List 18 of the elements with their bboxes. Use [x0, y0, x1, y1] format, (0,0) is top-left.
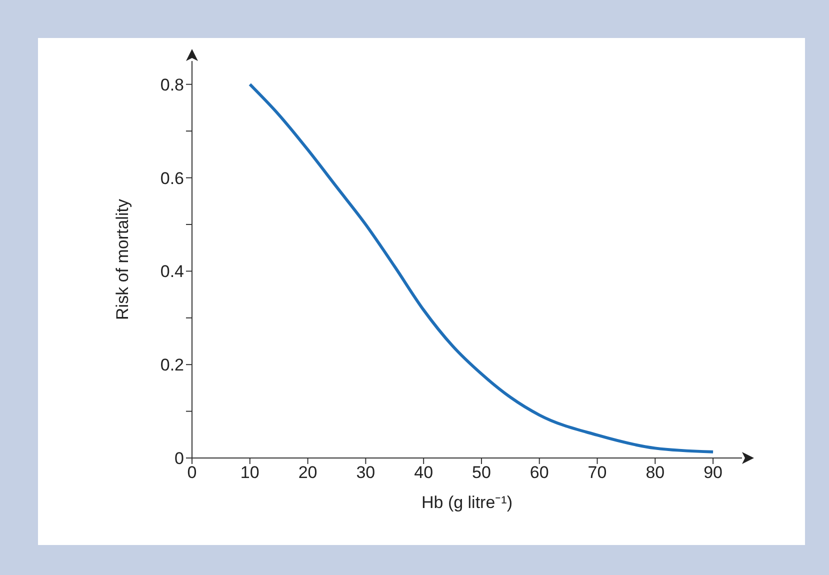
y-tick-label: 0 [174, 449, 184, 468]
x-tick-label: 10 [240, 463, 260, 482]
y-tick-label: 0.4 [160, 262, 184, 282]
x-axis-title: Hb (g litre⁻¹) [421, 493, 513, 512]
x-tick-label: 50 [472, 463, 491, 482]
x-tick-label: 20 [298, 463, 318, 482]
x-tick-label: 40 [414, 463, 434, 482]
y-tick-label: 0.8 [160, 75, 184, 94]
x-tick-label: 80 [646, 463, 665, 482]
line-series [248, 82, 715, 454]
x-tick-label: 70 [588, 463, 607, 482]
y-axis-title: Risk of mortality [113, 198, 132, 320]
y-tick-label: 0.6 [160, 168, 184, 188]
x-tick-label: 60 [530, 463, 549, 482]
x-tick-label: 30 [356, 463, 376, 482]
x-tick-label: 90 [704, 463, 723, 482]
y-tick-label: 0.2 [160, 356, 184, 375]
x-tick-label: 0 [187, 463, 197, 482]
